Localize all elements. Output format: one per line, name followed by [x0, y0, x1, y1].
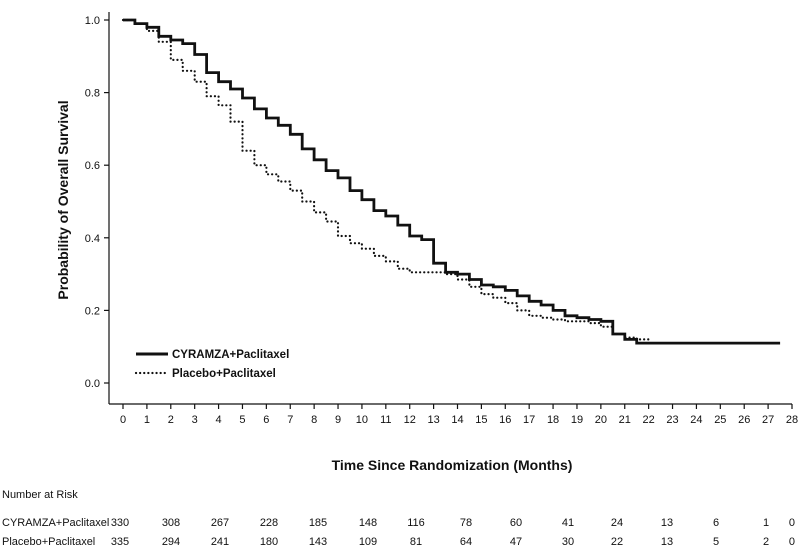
x-tick-label: 10 — [356, 414, 368, 426]
y-tick-label: 1.0 — [85, 15, 100, 27]
x-tick-label: 3 — [192, 414, 198, 426]
x-tick-label: 25 — [714, 414, 726, 426]
risk-value: 13 — [661, 517, 673, 529]
x-tick-label: 12 — [404, 414, 416, 426]
risk-value: 143 — [309, 536, 327, 548]
risk-value: 0 — [789, 517, 795, 529]
risk-value: 22 — [611, 536, 623, 548]
x-tick-label: 8 — [311, 414, 317, 426]
x-tick-label: 23 — [666, 414, 678, 426]
y-tick-label: 0.8 — [85, 88, 100, 100]
x-tick-label: 11 — [380, 414, 391, 426]
series-line-cyramza-paclitaxel — [123, 18, 781, 345]
x-tick-label: 14 — [451, 414, 463, 426]
risk-value: 294 — [162, 536, 180, 548]
risk-value: 81 — [410, 536, 422, 548]
legend-label-placebo-paclitaxel: Placebo+Paclitaxel — [172, 368, 276, 380]
x-tick-label: 4 — [216, 414, 222, 426]
x-tick-label: 16 — [499, 414, 511, 426]
risk-value: 335 — [111, 536, 129, 548]
x-tick-label: 20 — [595, 414, 607, 426]
x-tick-label: 0 — [120, 414, 126, 426]
risk-row-label: Placebo+Paclitaxel — [2, 536, 95, 548]
x-tick-label: 13 — [427, 414, 439, 426]
x-tick-label: 9 — [335, 414, 341, 426]
legend-label-cyramza-paclitaxel: CYRAMZA+Paclitaxel — [172, 349, 289, 361]
risk-value: 116 — [407, 517, 425, 529]
risk-value: 185 — [309, 517, 327, 529]
x-tick-label: 5 — [239, 414, 245, 426]
risk-value: 228 — [260, 517, 278, 529]
risk-value: 0 — [789, 536, 795, 548]
x-tick-label: 7 — [287, 414, 293, 426]
risk-value: 13 — [661, 536, 673, 548]
risk-value: 5 — [713, 536, 719, 548]
risk-value: 47 — [510, 536, 522, 548]
risk-row-label: CYRAMZA+Paclitaxel — [2, 517, 109, 529]
x-tick-label: 18 — [547, 414, 559, 426]
risk-value: 64 — [460, 536, 472, 548]
risk-value: 6 — [713, 517, 719, 529]
y-axis-title: Probability of Overall Survival — [55, 100, 71, 299]
chart-axes: 0.00.20.40.60.81.00 1 2 3 4 5 6 7 8 9 10 11 12 13 14 15… — [85, 12, 798, 426]
risk-value: 60 — [510, 517, 522, 529]
x-tick-label: 24 — [690, 414, 702, 426]
x-tick-label: 26 — [738, 414, 750, 426]
risk-value: 241 — [211, 536, 229, 548]
risk-value: 267 — [211, 517, 229, 529]
x-tick-label: 21 — [619, 414, 631, 426]
risk-value: 180 — [260, 536, 278, 548]
risk-value: 308 — [162, 517, 180, 529]
risk-value: 109 — [359, 536, 377, 548]
risk-value: 78 — [460, 517, 472, 529]
y-tick-label: 0.4 — [85, 233, 100, 245]
series-line-placebo-paclitaxel — [121, 18, 650, 343]
x-tick-label: 17 — [523, 414, 535, 426]
x-axis-title: Time Since Randomization (Months) — [332, 457, 573, 473]
risk-value: 41 — [562, 517, 574, 529]
x-tick-label: 27 — [762, 414, 774, 426]
x-tick-label: 19 — [571, 414, 583, 426]
y-tick-label: 0.6 — [85, 160, 100, 172]
risk-table-heading: Number at Risk — [2, 489, 78, 501]
y-tick-label: 0.0 — [85, 378, 100, 390]
x-tick-label: 28 — [786, 414, 798, 426]
risk-value: 148 — [359, 517, 377, 529]
x-tick-label: 22 — [643, 414, 655, 426]
x-tick-label: 6 — [263, 414, 269, 426]
risk-value: 2 — [763, 536, 769, 548]
chart-series-layer — [121, 18, 781, 345]
risk-value: 1 — [763, 517, 769, 529]
number-at-risk-table: Number at Risk CYRAMZA+Paclitaxel 330 308 2… — [2, 489, 795, 548]
x-tick-label: 1 — [144, 414, 150, 426]
risk-value: 330 — [111, 517, 129, 529]
risk-value: 30 — [562, 536, 574, 548]
chart-legend: CYRAMZA+Paclitaxel Placebo+Paclitaxel — [134, 349, 289, 380]
x-tick-label: 2 — [168, 414, 174, 426]
risk-value: 24 — [611, 517, 623, 529]
x-tick-label: 15 — [475, 414, 487, 426]
y-tick-label: 0.2 — [85, 305, 100, 317]
